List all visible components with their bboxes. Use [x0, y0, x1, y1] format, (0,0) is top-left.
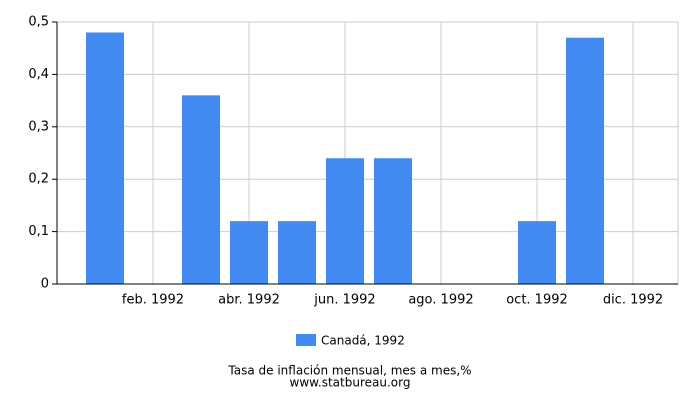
y-tick-label: 0 — [41, 277, 49, 292]
bar — [326, 158, 364, 284]
legend-swatch — [296, 334, 316, 346]
x-tick-label: oct. 1992 — [506, 293, 568, 308]
x-tick-label: feb. 1992 — [122, 293, 184, 308]
source: www.statbureau.org — [290, 376, 411, 390]
x-tick-label: jun. 1992 — [313, 293, 375, 308]
y-tick-label: 0,1 — [28, 224, 49, 239]
x-tick-label: ago. 1992 — [408, 293, 473, 308]
y-tick-label: 0,2 — [28, 172, 49, 187]
y-tick-label: 0,5 — [28, 15, 49, 30]
bar — [182, 95, 220, 284]
bar — [86, 32, 124, 285]
x-tick-label: dic. 1992 — [603, 293, 663, 308]
y-tick-label: 0,4 — [28, 67, 49, 82]
x-tick-label: abr. 1992 — [218, 293, 280, 308]
caption: Tasa de inflación mensual, mes a mes,% — [227, 364, 471, 378]
bar — [278, 221, 316, 284]
bar — [374, 158, 412, 284]
bar — [566, 37, 604, 284]
y-tick-label: 0,3 — [28, 119, 49, 134]
legend-label: Canadá, 1992 — [321, 334, 405, 348]
bar — [518, 221, 556, 284]
bar — [230, 221, 268, 284]
